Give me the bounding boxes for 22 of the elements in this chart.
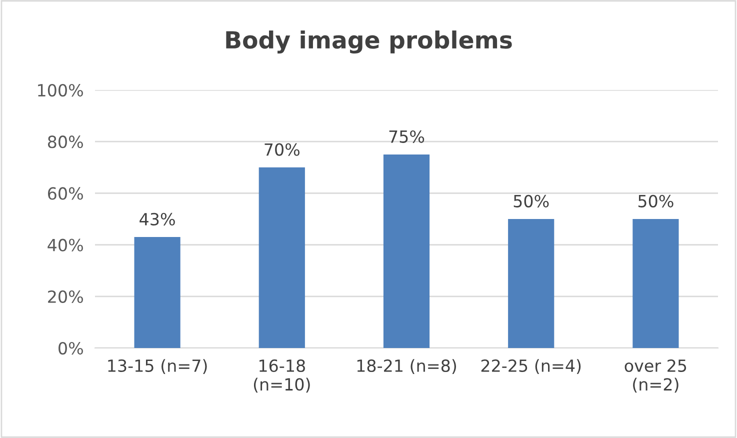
data-label: 70% (264, 143, 300, 156)
data-label: 50% (638, 194, 674, 208)
x-tick-label: 22-25 (n=4) (481, 359, 581, 374)
x-tick-label: 16-18 (n=10) (254, 359, 310, 393)
y-tick-label: 20% (48, 290, 83, 303)
bar (508, 219, 554, 348)
bar (258, 167, 305, 348)
data-label: 50% (514, 194, 549, 208)
y-tick-label: 0% (58, 342, 83, 355)
y-tick-label: 40% (48, 238, 83, 252)
data-label: 43% (140, 212, 175, 226)
y-tick-label: 80% (48, 136, 83, 148)
bar (383, 154, 430, 348)
x-tick-label: 13-15 (n=7) (108, 359, 207, 374)
chart-title: Body image problems (226, 30, 512, 54)
y-tick-label: 60% (48, 187, 83, 200)
bar (632, 219, 679, 348)
x-tick-label: 18-21 (n=8) (357, 359, 456, 374)
y-tick-label: 100% (38, 84, 83, 97)
bar (134, 237, 180, 348)
data-label: 75% (389, 130, 424, 143)
x-tick-label: over 25 (n=2) (624, 359, 686, 393)
